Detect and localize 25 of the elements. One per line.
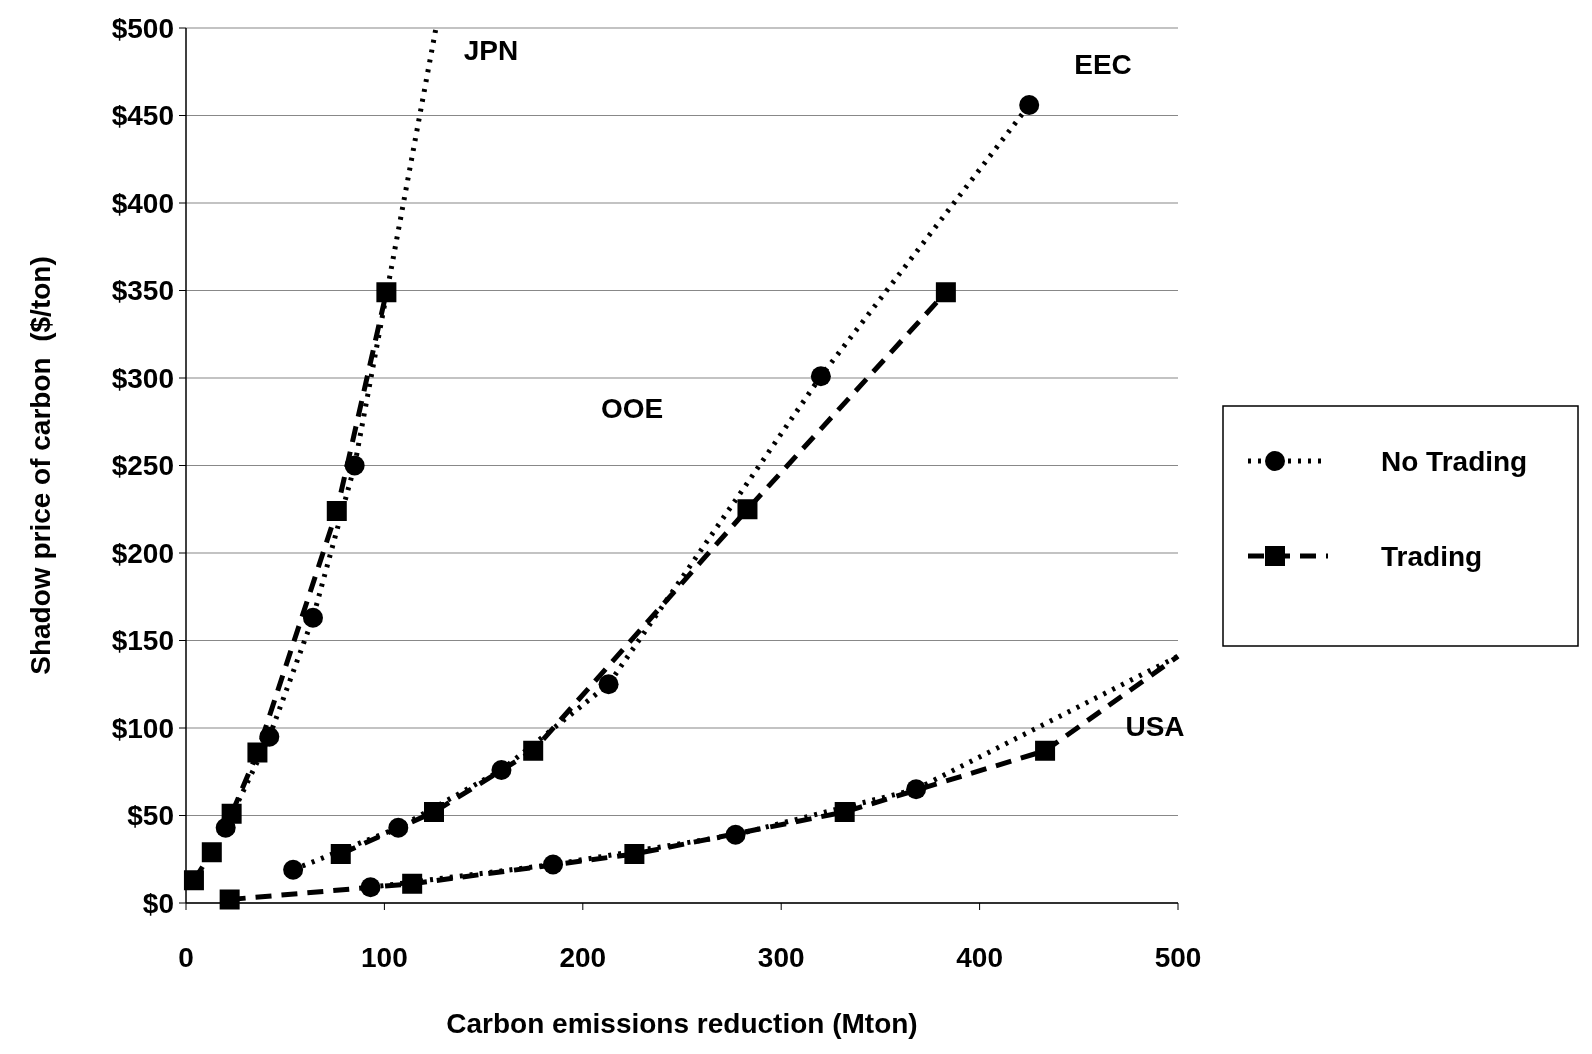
annotation: OOE — [600, 392, 664, 424]
y-tick-label: $300 — [111, 362, 174, 394]
x-tick-label: 200 — [559, 942, 607, 973]
annotation: JPN — [463, 34, 519, 66]
y-tick-label: $0 — [142, 887, 174, 919]
x-tick-label: 400 — [956, 942, 1003, 973]
annotation: USA — [1125, 710, 1185, 742]
x-tick-label: 300 — [757, 942, 805, 973]
y-tick-label: $200 — [111, 537, 174, 569]
y-tick-label: $250 — [111, 450, 174, 482]
y-tick-label: $100 — [111, 712, 174, 744]
x-axis-title: Carbon emissions reduction (Mton) — [446, 1008, 918, 1039]
y-tick-label: $50 — [127, 800, 174, 832]
y-tick-label: $500 — [111, 12, 174, 44]
y-axis-title: Shadow price of carbon ($/ton) — [25, 256, 56, 675]
legend-label: Trading — [1381, 540, 1483, 572]
y-tick-label: $150 — [111, 625, 174, 657]
legend-label: No Trading — [1381, 445, 1528, 477]
y-tick-label: $450 — [111, 100, 174, 132]
y-tick-label: $350 — [111, 275, 174, 307]
annotation: EEC — [1074, 48, 1132, 80]
x-tick-label: 500 — [1154, 942, 1202, 973]
x-tick-label: 0 — [178, 942, 194, 973]
y-tick-label: $400 — [111, 187, 174, 219]
x-tick-label: 100 — [361, 942, 408, 973]
